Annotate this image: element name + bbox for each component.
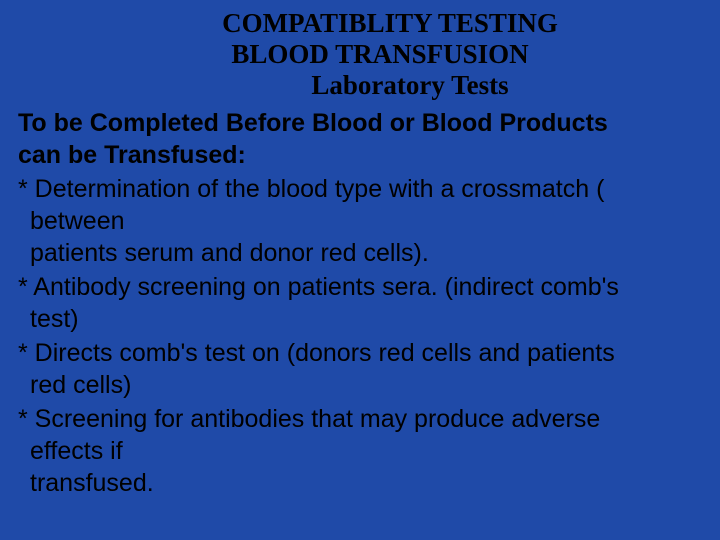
bullet-4-line-2: effects if <box>18 435 702 467</box>
bullet-1: * Determination of the blood type with a… <box>18 173 702 269</box>
bullet-1-line-2: between <box>18 205 702 237</box>
bullet-3: * Directs comb's test on (donors red cel… <box>18 337 702 401</box>
title-line-2: BLOOD TRANSFUSION <box>18 39 702 70</box>
bullet-4-line-3: transfused. <box>18 467 702 499</box>
bullet-2-line-1: * Antibody screening on patients sera. (… <box>18 271 702 303</box>
body-text: To be Completed Before Blood or Blood Pr… <box>18 107 702 499</box>
bullet-2-line-2: test) <box>18 303 702 335</box>
bullet-1-line-3: patients serum and donor red cells). <box>18 237 702 269</box>
bullet-3-line-1: * Directs comb's test on (donors red cel… <box>18 337 702 369</box>
intro-line-1: To be Completed Before Blood or Blood Pr… <box>18 107 702 139</box>
title-line-1: COMPATIBLITY TESTING <box>18 8 702 39</box>
bullet-4: * Screening for antibodies that may prod… <box>18 403 702 499</box>
intro-line-2: can be Transfused: <box>18 139 702 171</box>
bullet-4-line-1: * Screening for antibodies that may prod… <box>18 403 702 435</box>
slide: COMPATIBLITY TESTING BLOOD TRANSFUSION L… <box>0 0 720 540</box>
bullet-3-line-2: red cells) <box>18 369 702 401</box>
title-line-3: Laboratory Tests <box>18 70 702 101</box>
title-block: COMPATIBLITY TESTING BLOOD TRANSFUSION L… <box>18 8 702 101</box>
bullet-2: * Antibody screening on patients sera. (… <box>18 271 702 335</box>
bullet-1-line-1: * Determination of the blood type with a… <box>18 173 702 205</box>
